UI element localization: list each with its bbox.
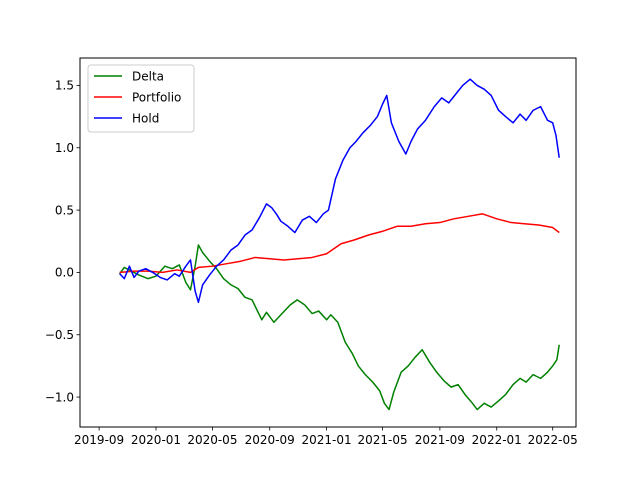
legend-label-hold: Hold bbox=[132, 111, 159, 125]
y-tick-label: 0.0 bbox=[55, 266, 74, 280]
x-tick-label: 2020-09 bbox=[245, 433, 295, 447]
y-tick-label: −1.0 bbox=[45, 390, 74, 404]
legend-label-portfolio: Portfolio bbox=[132, 90, 181, 104]
series-line-portfolio bbox=[119, 213, 560, 274]
x-tick-label: 2021-05 bbox=[357, 433, 407, 447]
y-tick-label: 1.5 bbox=[55, 79, 74, 93]
y-axis: −1.0 −0.5 0.0 0.5 1.0 1.5 bbox=[45, 79, 80, 404]
x-tick-label: 2021-01 bbox=[302, 433, 352, 447]
x-tick-label: 2021-09 bbox=[415, 433, 465, 447]
x-axis: 2019-09 2020-01 2020-05 2020-09 2021-01 2021-… bbox=[74, 427, 578, 447]
y-tick-label: 0.5 bbox=[55, 203, 74, 217]
series-line-delta bbox=[119, 244, 560, 411]
legend-label-delta: Delta bbox=[132, 69, 164, 83]
y-tick-label: −0.5 bbox=[45, 328, 74, 342]
plot-area-frame bbox=[79, 57, 577, 428]
series-line-hold bbox=[119, 78, 560, 304]
y-tick-label: 1.0 bbox=[55, 141, 74, 155]
x-tick-label: 2022-01 bbox=[472, 433, 522, 447]
x-tick-label: 2022-05 bbox=[528, 433, 578, 447]
x-tick-label: 2020-01 bbox=[131, 433, 181, 447]
x-tick-label: 2019-09 bbox=[74, 433, 124, 447]
legend: Delta Portfolio Hold bbox=[87, 64, 195, 133]
legend-box bbox=[87, 64, 195, 133]
x-tick-label: 2020-05 bbox=[187, 433, 237, 447]
series-layer bbox=[119, 78, 560, 411]
